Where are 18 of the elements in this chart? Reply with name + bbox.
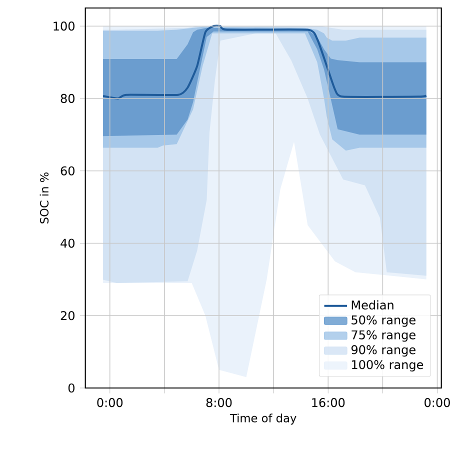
y-tick-label: 60 bbox=[60, 166, 74, 176]
x-tick-label: 0:00 bbox=[97, 398, 123, 408]
y-tick-label: 100 bbox=[54, 22, 74, 31]
legend-label: 100% range bbox=[352, 360, 424, 372]
y-tick-label: 40 bbox=[60, 238, 74, 248]
legend-label: 75% range bbox=[352, 330, 416, 342]
y-tick-label: 20 bbox=[60, 311, 74, 320]
y-tick-label: 80 bbox=[60, 94, 74, 104]
legend-label: 50% range bbox=[352, 315, 416, 327]
x-axis-title: Time of day bbox=[230, 414, 296, 425]
x-tick-label: 16:00 bbox=[312, 398, 345, 408]
legend-label: 90% range bbox=[351, 345, 416, 357]
line-series bbox=[102, 24, 428, 100]
y-tick-label: 0 bbox=[68, 383, 74, 393]
y-axis-title: SOC in % bbox=[40, 172, 49, 224]
x-tick-label: 8:00 bbox=[206, 398, 232, 408]
x-tick-label: 0:00 bbox=[424, 398, 450, 408]
legend-label: Median bbox=[352, 300, 394, 310]
